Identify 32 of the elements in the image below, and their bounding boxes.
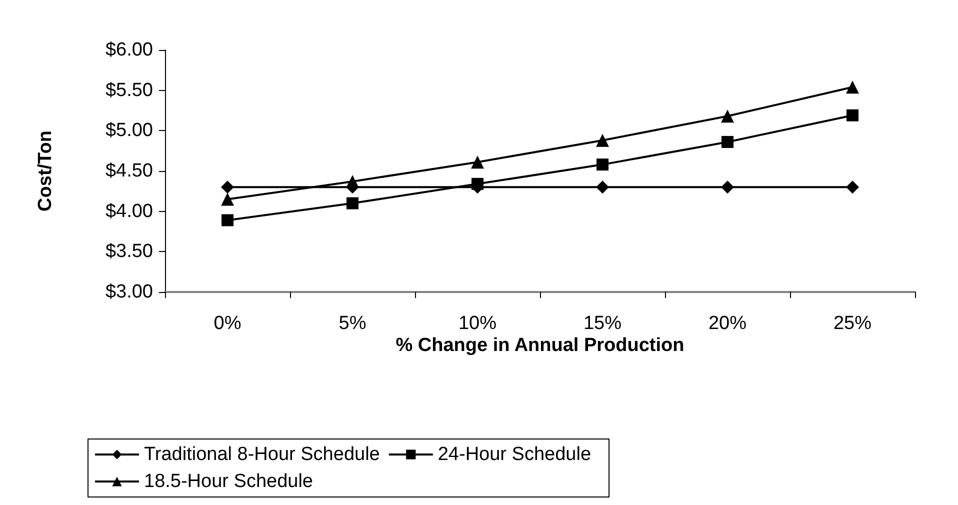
x-tick-label: 20%	[708, 313, 747, 334]
point	[596, 180, 609, 194]
point	[596, 158, 608, 171]
x-axis-title: % Change in Annual Production	[396, 335, 684, 356]
point	[221, 192, 234, 206]
x-tick-label: 15%	[583, 313, 622, 334]
point	[722, 136, 734, 148]
point	[346, 197, 358, 210]
x-tick-label: 5%	[338, 313, 366, 334]
y-axis-title: Cost/Ton	[35, 130, 56, 212]
point	[846, 180, 859, 194]
y-tick-label: $3.00	[105, 282, 153, 302]
point	[846, 80, 859, 94]
y-tick-label: $5.50	[105, 80, 153, 101]
point	[721, 180, 734, 194]
y-tick-label: $3.50	[105, 241, 153, 262]
point	[222, 214, 234, 226]
point	[596, 134, 609, 147]
y-tick-label: $4.00	[105, 200, 153, 222]
legend-label: 18.5-Hour Schedule	[144, 471, 313, 492]
y-tick-label: $6.00	[105, 40, 153, 60]
y-tick-label: $5.00	[105, 120, 153, 142]
x-tick-label: 25%	[833, 313, 872, 334]
point	[221, 180, 234, 194]
x-tick-label: 10%	[458, 313, 497, 334]
point	[846, 109, 858, 122]
legend-label: 24-Hour Schedule	[438, 444, 592, 465]
legend-label: Traditional 8-Hour Schedule	[144, 444, 380, 465]
point	[721, 110, 734, 123]
point	[471, 156, 484, 169]
x-tick-label: 0%	[214, 313, 242, 334]
y-tick-label: $4.50	[105, 160, 153, 182]
